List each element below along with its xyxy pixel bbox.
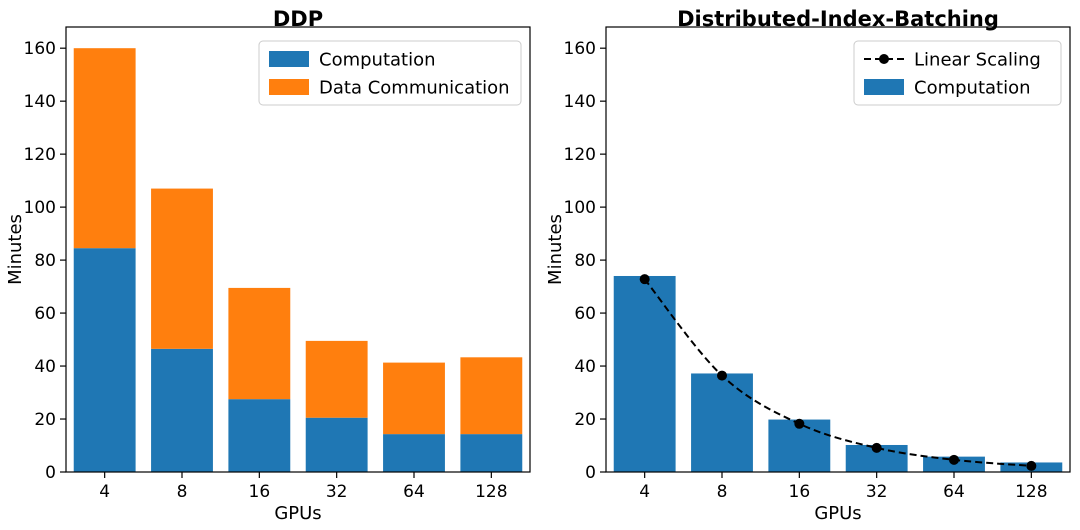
line-point-8 (717, 370, 727, 381)
y-tick-label-20: 20 (574, 410, 596, 430)
x-tick-label-4: 4 (99, 482, 110, 502)
bar-data-communication-8 (151, 188, 213, 349)
y-tick-label-40: 40 (574, 357, 596, 377)
bar-computation-16 (228, 399, 291, 472)
y-tick-label-0: 0 (585, 463, 596, 483)
legend-box (258, 40, 522, 106)
x-tick-label-128: 128 (1015, 482, 1047, 502)
y-tick-label-0: 0 (45, 463, 56, 483)
bar-data-communication-64 (383, 362, 445, 435)
y-tick-label-120: 120 (564, 145, 596, 165)
x-axis-label: GPUs (274, 503, 321, 524)
x-tick-label-32: 32 (326, 482, 348, 502)
x-axis-label: GPUs (814, 503, 861, 524)
line-point-64 (949, 454, 959, 465)
legend-swatch-computation (864, 79, 904, 95)
bar-computation-32 (305, 417, 368, 472)
bar-computation-128 (460, 434, 523, 472)
legend-swatch-marker (879, 54, 889, 64)
y-tick-label-160: 160 (24, 39, 56, 59)
x-tick-label-16: 16 (249, 482, 271, 502)
legend-swatch-data-communication (269, 79, 309, 95)
y-tick-label-60: 60 (574, 304, 596, 324)
y-axis-label: Minutes (545, 214, 566, 285)
bar-data-communication-16 (228, 287, 291, 400)
bar-data-communication-32 (305, 340, 368, 418)
line-point-128 (1026, 460, 1037, 471)
x-tick-label-32: 32 (866, 482, 888, 502)
line-point-4 (639, 274, 650, 285)
legend-box (853, 40, 1062, 106)
x-tick-label-4: 4 (639, 482, 650, 502)
plot-frame (605, 26, 1071, 473)
x-tick-label-64: 64 (403, 482, 425, 502)
y-axis-label: Minutes (5, 214, 26, 285)
y-tick-label-40: 40 (34, 357, 56, 377)
legend: Linear Scaling Computation (853, 40, 1062, 106)
line-point-16 (794, 418, 805, 429)
y-tick-label-140: 140 (24, 92, 56, 112)
bar-computation-4 (613, 275, 676, 472)
bar-computation-64 (383, 434, 445, 472)
x-tick-label-64: 64 (943, 482, 965, 502)
y-tick-label-60: 60 (34, 304, 56, 324)
bar-computation-8 (151, 348, 213, 472)
chart-panel-2: Distributed-Index-Batching02040608010012… (545, 7, 1071, 524)
y-tick-label-80: 80 (34, 251, 56, 271)
legend-label-computation: Computation (914, 78, 1031, 99)
x-tick-label-16: 16 (789, 482, 811, 502)
y-tick-label-100: 100 (24, 198, 56, 218)
y-tick-label-160: 160 (564, 39, 596, 59)
y-tick-label-20: 20 (34, 410, 56, 430)
legend: Computation Data Communication (258, 40, 522, 106)
x-tick-label-8: 8 (177, 482, 188, 502)
bar-data-communication-128 (460, 357, 523, 435)
line-point-32 (871, 442, 882, 453)
y-tick-label-120: 120 (24, 145, 56, 165)
legend-label-data-communication: Data Communication (319, 78, 510, 99)
bar-computation-4 (73, 248, 136, 472)
y-tick-label-80: 80 (574, 251, 596, 271)
plot-frame (65, 26, 531, 473)
x-tick-label-128: 128 (475, 482, 507, 502)
legend-label-computation: Computation (319, 50, 436, 71)
bar-computation-8 (691, 373, 753, 472)
y-tick-label-140: 140 (564, 92, 596, 112)
y-tick-label-100: 100 (564, 198, 596, 218)
x-tick-label-8: 8 (717, 482, 728, 502)
legend-label-linear-scaling: Linear Scaling (914, 50, 1041, 71)
legend-swatch-computation (269, 51, 309, 67)
bar-data-communication-4 (73, 48, 136, 249)
